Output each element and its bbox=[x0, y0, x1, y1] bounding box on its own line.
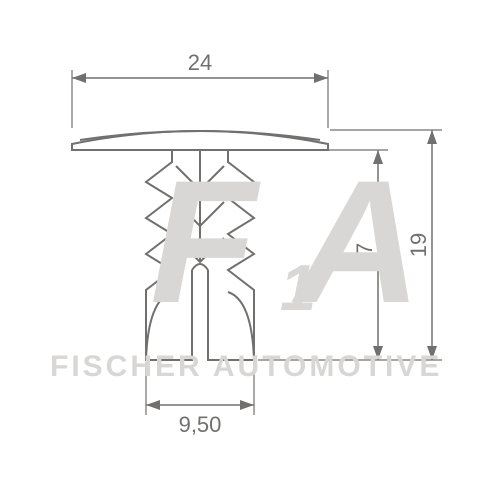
dim-outer-height: 19 bbox=[330, 130, 442, 360]
part-outline bbox=[72, 131, 328, 360]
slot-top bbox=[192, 264, 208, 270]
foot-bottom bbox=[146, 292, 172, 360]
shaft-left bbox=[146, 150, 192, 360]
cap-outline bbox=[72, 131, 328, 150]
dim-outer-height-label: 19 bbox=[406, 233, 431, 257]
foot-bottom-r bbox=[228, 292, 254, 360]
cap-top-curve bbox=[80, 131, 320, 140]
dim-top-width-label: 24 bbox=[188, 50, 212, 75]
technical-drawing: 24 9,50 17 19 bbox=[0, 0, 500, 500]
dim-bottom-width-label: 9,50 bbox=[179, 412, 222, 437]
dim-top-width: 24 bbox=[72, 50, 328, 128]
dim-inner-height-label: 17 bbox=[352, 243, 377, 267]
shaft-right bbox=[208, 150, 254, 360]
dim-bottom-width: 9,50 bbox=[146, 362, 254, 437]
